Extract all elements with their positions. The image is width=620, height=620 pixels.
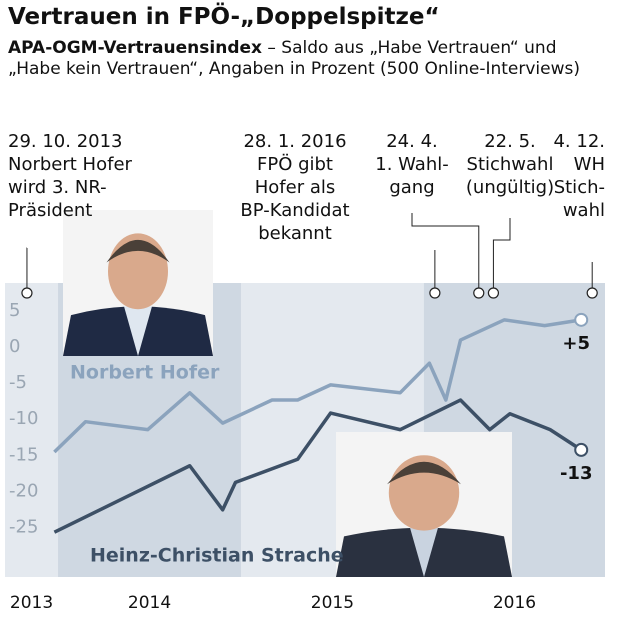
- series-label: Norbert Hofer: [70, 362, 220, 384]
- subtitle-bold: APA-OGM-Vertrauensindex: [8, 38, 262, 58]
- annotation-text: Hofer als: [255, 177, 336, 198]
- annotation-text: (ungültig): [466, 177, 554, 198]
- event-marker: [487, 287, 500, 299]
- x-tick-label: 2014: [128, 593, 171, 613]
- end-marker: [574, 312, 589, 327]
- annotation-text: Norbert Hofer: [8, 154, 133, 175]
- annotation-text: Stich-: [554, 177, 605, 198]
- y-tick-label: -5: [9, 372, 27, 393]
- end-marker: [574, 442, 589, 457]
- header: Vertrauen in FPÖ-„Doppelspitze“ APA-OGM-…: [8, 4, 608, 80]
- annotation-text: bekannt: [258, 223, 332, 244]
- event-marker: [586, 287, 598, 299]
- annotation-text: FPÖ gibt: [257, 153, 333, 175]
- y-tick-label: 0: [9, 336, 20, 357]
- annotation-text: 1. Wahl-: [375, 154, 448, 175]
- photo-hair: [106, 239, 170, 263]
- value-label: -13: [560, 463, 593, 484]
- y-tick-label: -20: [9, 480, 38, 501]
- annotation-text: 22. 5.: [484, 131, 536, 152]
- y-tick-label: 5: [9, 300, 20, 321]
- chart-title: Vertrauen in FPÖ-„Doppelspitze“: [8, 4, 440, 30]
- annotation-text: gang: [389, 177, 434, 198]
- x-tick-label: 2016: [493, 593, 536, 613]
- y-tick-label: -25: [9, 517, 38, 538]
- photo-shirt: [124, 306, 152, 356]
- annotation-text: 28. 1. 2016: [243, 131, 346, 152]
- event-marker: [21, 287, 33, 299]
- annotation-text: WH: [574, 154, 605, 175]
- line: [53, 318, 582, 454]
- subtitle-text: – Saldo aus „Habe Vertrauen“ und „Habe k…: [8, 38, 580, 79]
- annotation-text: Stichwahl: [467, 154, 554, 175]
- value-label: +5: [562, 333, 590, 354]
- annotation-text: 29. 10. 2013: [8, 131, 123, 152]
- photo-shirt: [410, 527, 438, 577]
- annotation-text: 24. 4.: [386, 131, 438, 152]
- annotation-text: BP-Kandidat: [240, 200, 349, 221]
- chart-subtitle: APA-OGM-Vertrauensindex – Saldo aus „Hab…: [8, 38, 608, 80]
- annotation-text: wahl: [563, 200, 605, 221]
- x-tick-label: 2015: [311, 593, 354, 613]
- y-tick-label: -15: [9, 444, 38, 465]
- annotation-text: Präsident: [8, 200, 92, 221]
- line: [53, 398, 583, 534]
- series-label: Heinz-Christian Strache: [90, 545, 344, 567]
- annotation-connector: [492, 218, 511, 288]
- event-marker: [473, 287, 485, 299]
- photo-hair: [387, 461, 461, 485]
- event-marker: [429, 287, 441, 299]
- annotation-text: wird 3. NR-: [8, 177, 107, 198]
- annotation-text: 4. 12.: [553, 131, 605, 152]
- annotation-connector: [411, 213, 480, 288]
- y-tick-label: -10: [9, 408, 38, 429]
- x-tick-label: 2013: [10, 593, 53, 613]
